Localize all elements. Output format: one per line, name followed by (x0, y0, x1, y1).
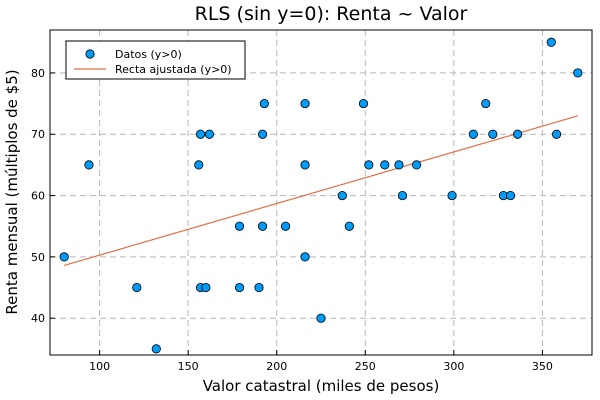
data-point (394, 160, 404, 170)
data-point (488, 129, 498, 139)
data-point (316, 313, 326, 323)
legend-box (65, 40, 246, 80)
data-point (259, 98, 269, 109)
data-point (254, 282, 264, 293)
data-point (481, 98, 491, 109)
data-point (380, 160, 390, 170)
data-points (59, 37, 583, 354)
y-tick-label: 70 (31, 128, 45, 141)
data-point (195, 129, 206, 139)
legend-marker-datos (85, 49, 95, 59)
axis-ticks: 100 150 200 250 300 350 40 50 60 70 80 (31, 67, 553, 373)
data-point (234, 282, 245, 293)
data-point (344, 221, 354, 231)
x-tick-label: 300 (443, 360, 464, 373)
fit-line (64, 115, 578, 267)
data-point (573, 68, 583, 78)
x-tick-label: 100 (89, 360, 110, 373)
data-point (257, 129, 268, 139)
x-axis-label: Valor catastral (miles de pesos) (203, 377, 440, 395)
data-point (280, 221, 291, 231)
data-point (204, 129, 215, 139)
y-tick-label: 50 (31, 251, 45, 264)
legend-label-datos: Datos (y>0) (115, 48, 182, 61)
plot-frame (49, 29, 593, 356)
data-point (132, 282, 142, 293)
y-axis-label: Renta mensual (múltiplos de $5) (3, 69, 21, 314)
y-tick-label: 60 (31, 190, 45, 203)
data-point (513, 129, 523, 139)
data-point (397, 190, 408, 201)
x-tick-label: 200 (266, 360, 287, 373)
data-point (412, 160, 422, 170)
data-point (337, 190, 347, 201)
data-point (234, 221, 245, 231)
data-point (551, 129, 562, 139)
data-point (364, 160, 374, 170)
data-point (84, 160, 94, 170)
data-point (300, 160, 310, 170)
chart-title: RLS (sin y=0): Renta ~ Valor (195, 3, 468, 25)
data-point (151, 344, 161, 354)
y-tick-label: 40 (31, 312, 45, 325)
data-point (257, 221, 268, 231)
data-point (300, 252, 310, 262)
y-tick-label: 80 (31, 67, 45, 80)
data-point (468, 129, 478, 139)
data-point (358, 98, 369, 109)
data-point (505, 190, 516, 201)
data-point (546, 37, 556, 47)
fit-line-layer (64, 115, 578, 267)
data-point (201, 282, 211, 293)
data-point (59, 252, 69, 262)
data-point (194, 160, 204, 170)
legend-label-recta: Recta ajustada (y>0) (115, 63, 232, 76)
data-point (300, 98, 310, 109)
x-tick-label: 150 (178, 360, 199, 373)
x-tick-label: 250 (355, 360, 376, 373)
data-point (447, 190, 457, 201)
legend: Datos (y>0) Recta ajustada (y>0) (65, 40, 246, 80)
x-tick-label: 350 (532, 360, 553, 373)
